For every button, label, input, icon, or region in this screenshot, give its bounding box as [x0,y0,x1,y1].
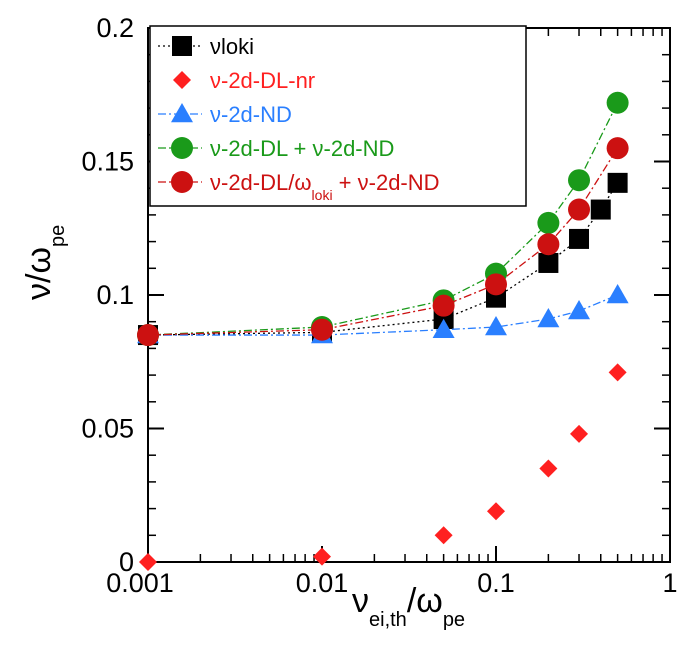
data-point [606,284,629,304]
data-point [590,199,611,220]
data-point [487,502,505,521]
data-point [539,459,558,478]
data-point [568,300,591,320]
data-point [485,316,507,336]
y-tick-label: 0.15 [81,147,134,177]
legend-label: ν-2d-ND [210,102,292,127]
data-point [537,211,560,234]
data-point [606,137,629,160]
y-tick-label: 0.1 [96,280,134,310]
data-point [607,172,628,193]
legend-label: ν-2d-DL/ωloki + ν-2d-ND [210,170,440,203]
x-tick-label: 0.001 [106,568,174,598]
y-tick-label: 0 [119,547,134,577]
data-point [311,318,333,341]
data-point [569,228,590,249]
data-point [570,424,589,443]
x-tick-label: 0.1 [477,568,515,598]
legend-label-main: νloki [210,34,254,59]
legend-label-main: ν-2d-DL-nr [210,68,315,93]
legend-marker [171,171,193,193]
data-point [485,273,507,296]
legend-label-main: ν-2d-DL + ν-2d-ND [210,136,394,161]
y-tick-label: 0.2 [96,13,134,43]
data-point [568,169,591,192]
legend-item: ν-2d-ND [158,102,292,127]
legend-marker [171,137,193,159]
legend-label-sub: loki [312,187,333,203]
data-point [432,318,455,338]
y-tick-label: 0.05 [81,414,134,444]
data-point [608,363,627,382]
legend-label-main: ν-2d-ND [210,102,292,127]
legend-label: νloki [210,34,254,59]
series-1 [139,363,627,571]
x-axis-title: νei,th/ωpe [352,582,465,631]
data-point [568,198,591,221]
series-layer [137,91,629,571]
legend-label: ν-2d-DL-nr [210,68,315,93]
data-point [432,294,455,317]
series-4 [137,137,629,347]
legend-marker [172,36,192,56]
legend-label: ν-2d-DL + ν-2d-ND [210,136,394,161]
legend-label-main: ν-2d-DL/ω [210,170,312,195]
x-tick-label: 0.01 [296,568,349,598]
legend-item: ν-2d-DL + ν-2d-ND [158,136,394,161]
data-point [434,526,453,545]
legend-marker [171,103,193,123]
axis-labels: νei,th/ωpe ν/ωpe [20,225,465,631]
y-axis-title: ν/ωpe [20,225,69,300]
data-point [139,553,157,571]
data-point [538,252,559,273]
legend-item: ν-2d-DL/ωloki + ν-2d-ND [158,170,440,203]
data-point [537,308,560,328]
data-point [313,547,331,566]
data-point [606,91,629,114]
data-point [137,324,159,347]
data-point [537,233,560,256]
legend-box [149,25,527,207]
legend-item: νloki [158,34,254,59]
legend-label-tail: + ν-2d-ND [333,170,440,195]
x-tick-label: 1 [662,568,677,598]
legend: νloki ν-2d-DL-nr ν-2d-ND ν-2d-DL + ν-2d-ND ν… [149,25,527,207]
legend-marker [173,71,191,89]
legend-item: ν-2d-DL-nr [173,68,315,93]
